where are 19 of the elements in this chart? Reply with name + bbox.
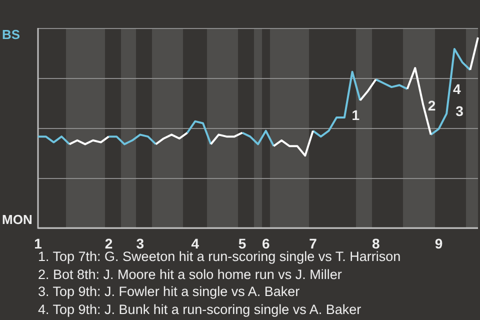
x-tick-label: 3 xyxy=(136,235,144,252)
text: MON xyxy=(2,212,32,228)
x-tick-label: 8 xyxy=(372,235,380,252)
x-tick-label: 1 xyxy=(34,235,42,252)
annotation: 1 xyxy=(352,106,360,123)
annotation: 4 xyxy=(452,80,461,97)
annotation: 2 xyxy=(428,97,436,114)
annotation: 3 xyxy=(456,102,464,119)
text: 4. Top 9th: J. Bunk hit a run-scoring single vs A. Baker xyxy=(38,300,362,318)
x-tick-label: 9 xyxy=(434,235,443,252)
x-tick-label: 6 xyxy=(262,235,270,252)
x-tick-label: 7 xyxy=(309,235,318,252)
x-tick-label: 4 xyxy=(191,235,200,252)
text: 2. Bot 8th: J. Moore hit a solo home run vs J. Miller xyxy=(38,266,343,283)
text: BS xyxy=(2,27,20,42)
text: 3. Top 9th: J. Fowler hit a single vs A. Baker xyxy=(38,283,301,300)
x-tick-label: 5 xyxy=(238,235,246,252)
text: 1. Top 7th: G. Sweeton hit a run-scoring single vs T. Harrison xyxy=(38,249,401,266)
x-tick-label: 2 xyxy=(104,235,113,252)
